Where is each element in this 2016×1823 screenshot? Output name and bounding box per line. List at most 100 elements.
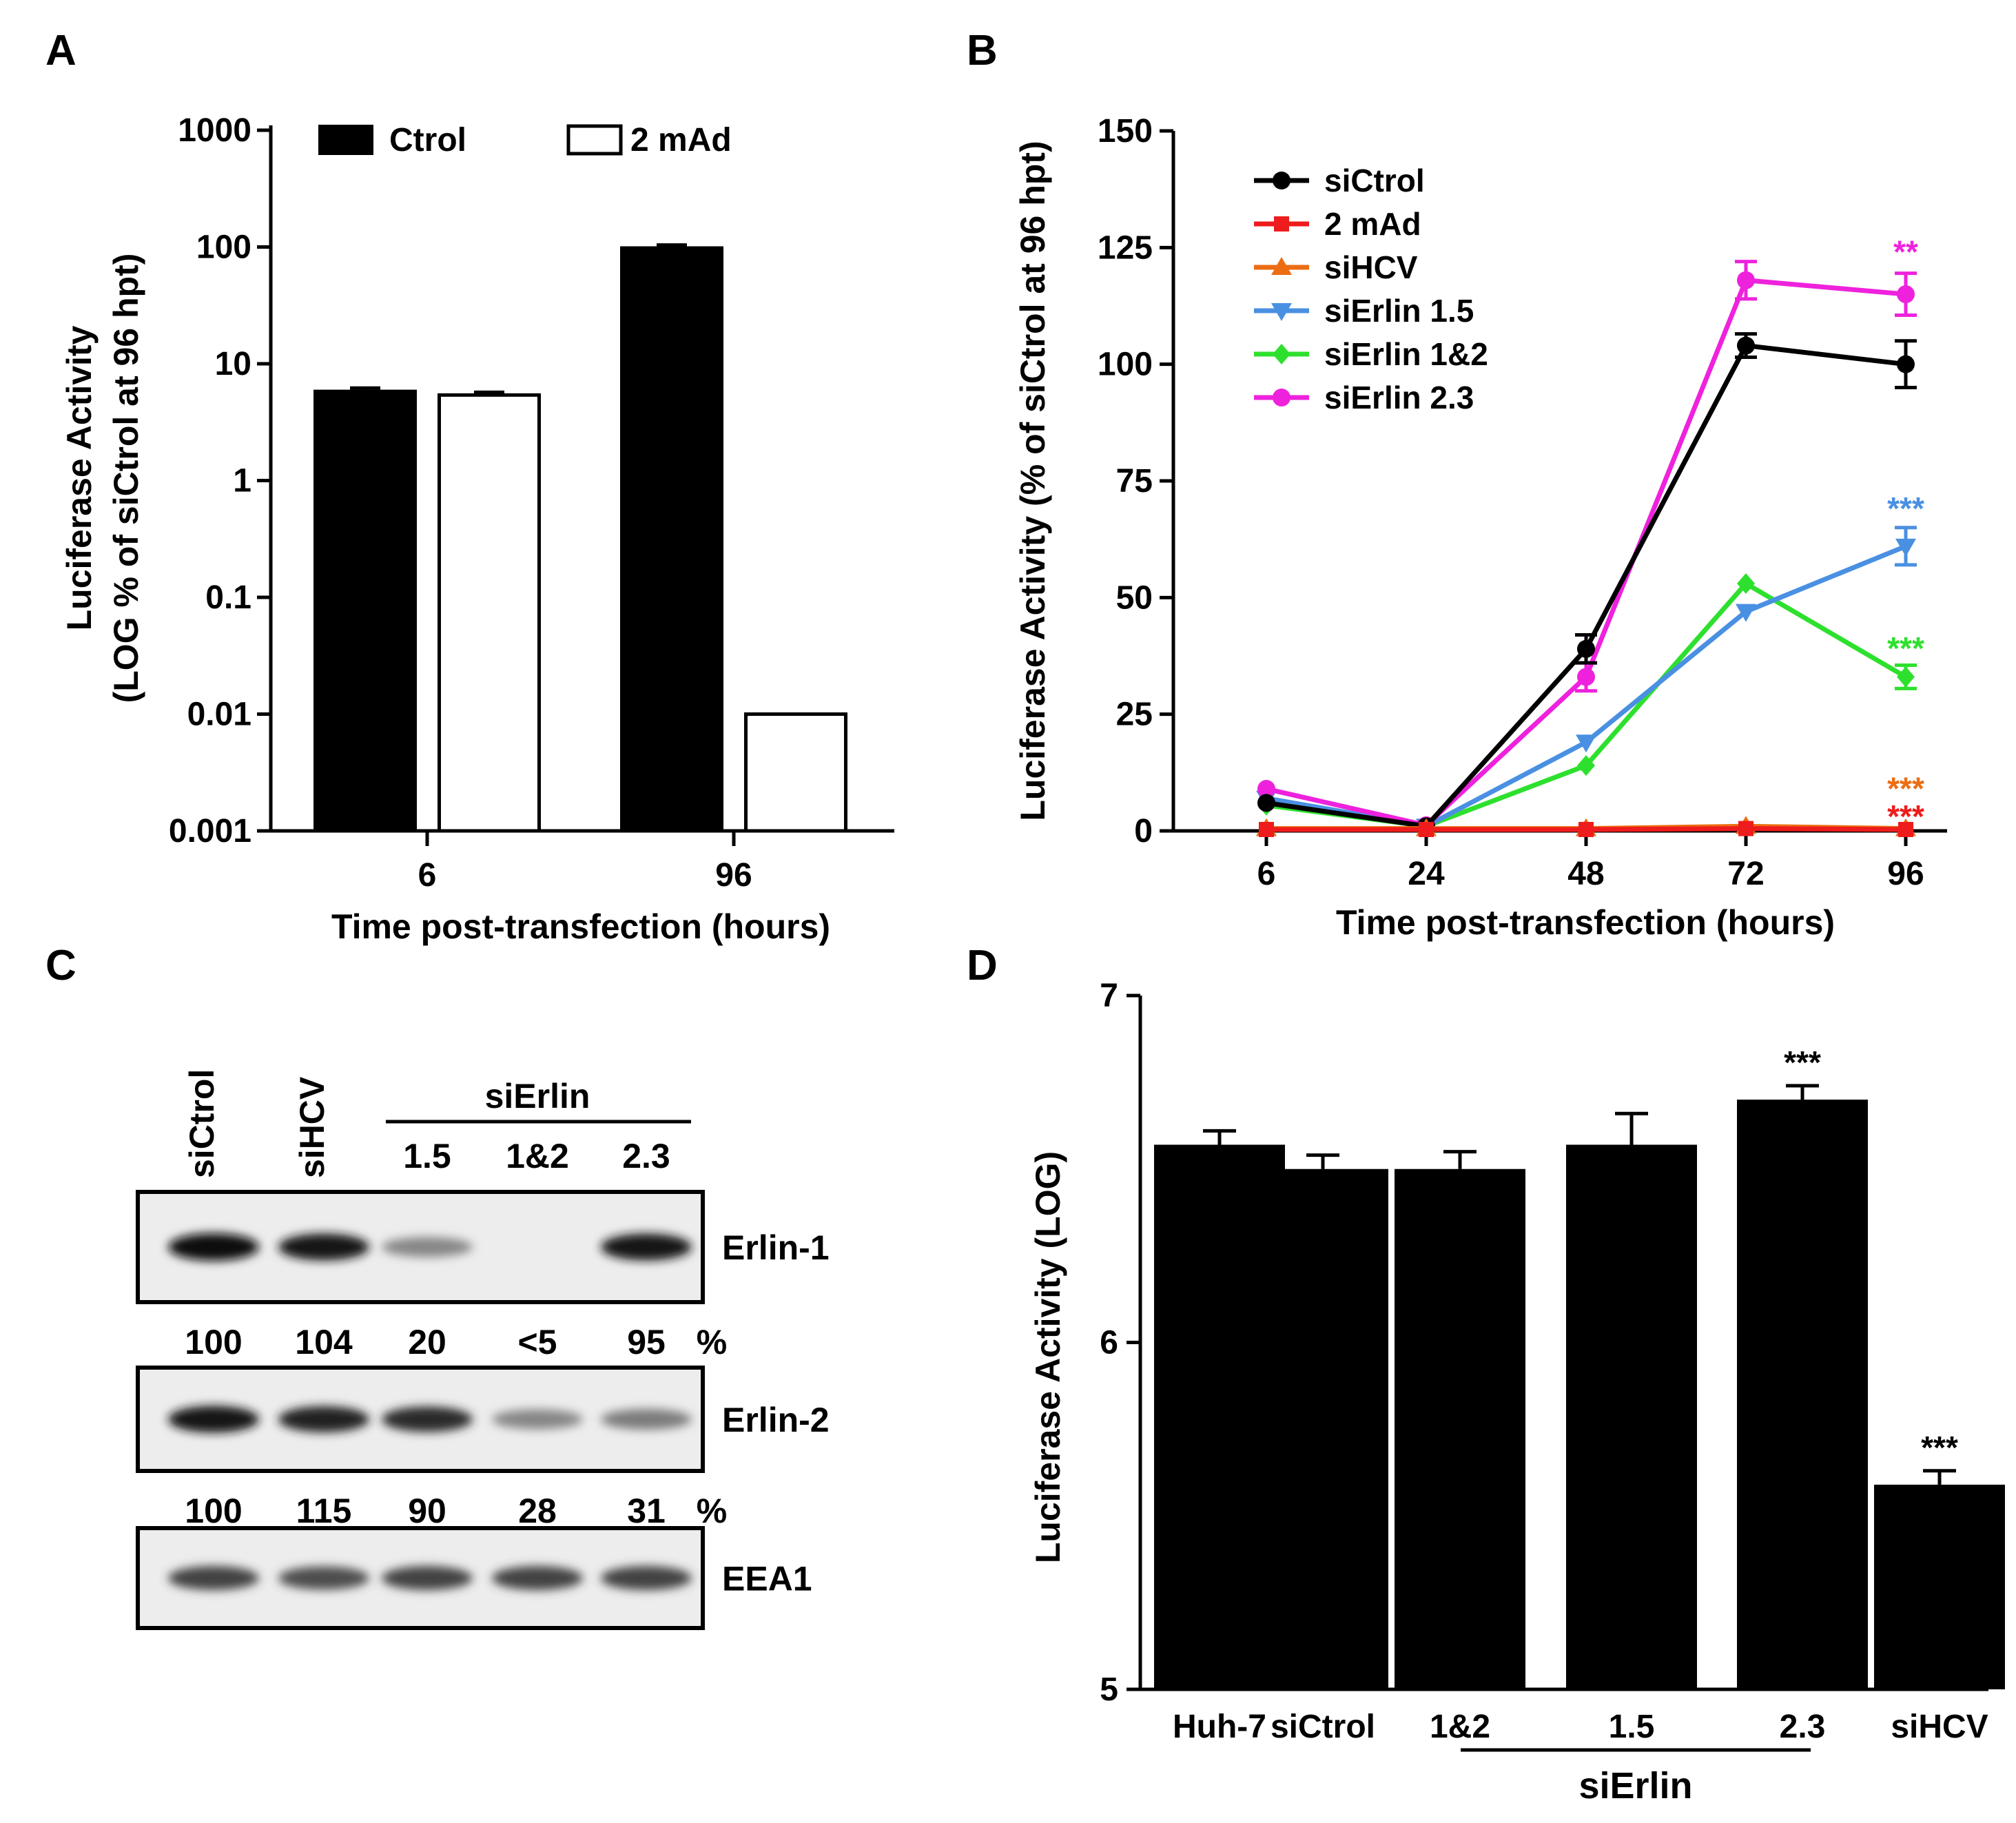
x-tick-label: 72 [1727, 856, 1764, 892]
lane-header-2-3: 2.3 [622, 1137, 670, 1175]
blot-band [278, 1406, 369, 1432]
legend-marker-sierlin-1-2 [1273, 344, 1290, 364]
y-tick-label: 0.001 [169, 813, 251, 849]
blot-band [168, 1566, 259, 1590]
point-sierlin-2-3-6 [1257, 780, 1275, 799]
blot-row-eea1: EEA1 [136, 1526, 812, 1630]
panel-letter-c: C [45, 942, 76, 989]
y-tick-label: 1 [233, 463, 251, 499]
legend-swatch-2mad [566, 124, 623, 156]
panel-a-y-label-line1: Luciferase Activity [60, 325, 99, 630]
point-2-mad-72 [1738, 821, 1753, 836]
panel-b-series [1256, 260, 1917, 837]
legend-marker-sihcv [1271, 257, 1292, 275]
bar-2-mad-6 [438, 393, 541, 833]
x-tick-label: 1.5 [1609, 1709, 1655, 1745]
blot-quant-value: 100 [185, 1323, 242, 1361]
blot-quant-value: 95 [627, 1323, 666, 1361]
point-sierlin-1-2-72 [1737, 573, 1755, 595]
blot-band [168, 1405, 259, 1433]
bar-1-2 [1395, 1168, 1525, 1689]
legend-label-2-mad: 2 mAd [1324, 206, 1421, 242]
point-2-mad-24 [1419, 821, 1434, 837]
x-tick-label: 6 [418, 857, 437, 894]
point-sictrol-48 [1577, 639, 1595, 658]
y-tick-label: 125 [1098, 229, 1153, 266]
x-tick-label: siCtrol [1271, 1709, 1375, 1745]
point-sierlin-2-3-48 [1577, 668, 1595, 686]
blot-band [601, 1409, 692, 1430]
significance-marker: *** [1887, 799, 1924, 834]
series-2-mad [1259, 821, 1913, 837]
significance-marker: ** [1893, 234, 1918, 269]
lane-header-sictrol: siCtrol [183, 1069, 221, 1178]
y-tick-label: 50 [1116, 579, 1153, 616]
y-tick-label: 0 [1134, 813, 1153, 849]
panel-letter-b: B [967, 27, 998, 74]
panel-d-x-ticks: Huh-7 siCtrol 1&2 1.5 2.3 siHCV [1173, 1709, 1988, 1745]
blot-band [601, 1566, 692, 1590]
point-sierlin-1-2-96 [1897, 666, 1915, 688]
y-tick-label: 10 [215, 346, 251, 382]
panel-a-legend: Ctrol 2 mAd [318, 122, 732, 158]
panel-d-chart: 5 6 7 *** *** Huh-7 siCtrol 1&2 1.5 2.3 siHCV si… [1029, 978, 2005, 1806]
x-tick-label: Huh-7 [1173, 1709, 1266, 1745]
blot-row-label: EEA1 [722, 1560, 812, 1598]
legend-marker-sictrol [1273, 172, 1290, 189]
blot-quant-value: 20 [408, 1323, 446, 1361]
legend-label-2mad: 2 mAd [630, 122, 732, 158]
blot-quant-value: 31 [627, 1492, 666, 1530]
y-tick-label: 5 [1100, 1671, 1118, 1708]
point-sierlin-1-5-48 [1576, 734, 1596, 753]
panel-b-y-label: Luciferase Activity (% of siCtrol at 96 … [1014, 141, 1052, 821]
point-sictrol-72 [1737, 336, 1755, 355]
blot-band [382, 1406, 473, 1432]
legend-swatch-ctrol [318, 125, 373, 155]
panel-a-y-ticks: 1000 100 10 1 0.1 0.01 0.001 [169, 112, 271, 849]
panel-d-group-label: siErlin [1578, 1765, 1692, 1806]
panel-d-y-label: Luciferase Activity (LOG) [1029, 1151, 1067, 1563]
panel-c-blot-rows: Erlin-1 100 104 20 <5 95 % Erlin-2 100 115 90 28 31%… [136, 1190, 830, 1630]
y-tick-label: 1000 [178, 112, 251, 149]
legend-marker-2-mad [1274, 216, 1289, 231]
blot-band [278, 1566, 369, 1590]
legend-label-ctrol: Ctrol [389, 122, 466, 158]
lane-header-sihcv: siHCV [293, 1076, 331, 1178]
blot-row-label: Erlin-1 [722, 1228, 830, 1267]
significance-marker: *** [1784, 1044, 1821, 1080]
panel-d-y-ticks: 5 6 7 [1100, 978, 1140, 1708]
x-tick-label: 24 [1408, 856, 1445, 892]
blot-quant-value: 100 [185, 1492, 242, 1530]
blot-band [382, 1566, 473, 1590]
panel-letter-a: A [45, 27, 76, 74]
series-sierlin-1-2 [1257, 573, 1917, 837]
legend-marker-sierlin-2-3 [1273, 389, 1290, 406]
blot-quant-value: 28 [518, 1492, 557, 1530]
blot-band [278, 1233, 369, 1261]
significance-marker: *** [1921, 1430, 1958, 1465]
significance-marker: *** [1887, 630, 1924, 666]
panel-b-x-ticks: 6 24 48 72 96 [1257, 831, 1924, 892]
panel-a-bars [313, 243, 847, 833]
x-tick-label: 6 [1257, 856, 1276, 892]
blot-quant-value: 104 [295, 1323, 353, 1361]
bar-sihcv [1874, 1484, 2005, 1689]
point-sictrol-6 [1257, 794, 1275, 812]
blot-row-label: Erlin-2 [722, 1401, 830, 1439]
bar-ctrol-96 [620, 246, 723, 833]
y-tick-label: 6 [1100, 1325, 1118, 1361]
panel-b-y-ticks: 0 25 50 75 100 125 150 [1098, 113, 1173, 849]
line-sierlin-1-2 [1266, 581, 1907, 829]
bar-sictrol [1257, 1168, 1388, 1689]
lane-header-1and2: 1&2 [506, 1137, 569, 1175]
legend-label-sihcv: siHCV [1324, 249, 1418, 285]
blot-quant-unit: % [697, 1323, 727, 1361]
blot-quant-value: 90 [408, 1492, 446, 1530]
legend-marker-sierlin-1-5 [1271, 303, 1292, 321]
y-tick-label: 25 [1116, 697, 1153, 733]
point-2-mad-6 [1259, 821, 1274, 837]
point-sierlin-1-5-96 [1895, 538, 1916, 557]
point-2-mad-96 [1898, 821, 1913, 837]
y-tick-label: 100 [1098, 347, 1153, 383]
